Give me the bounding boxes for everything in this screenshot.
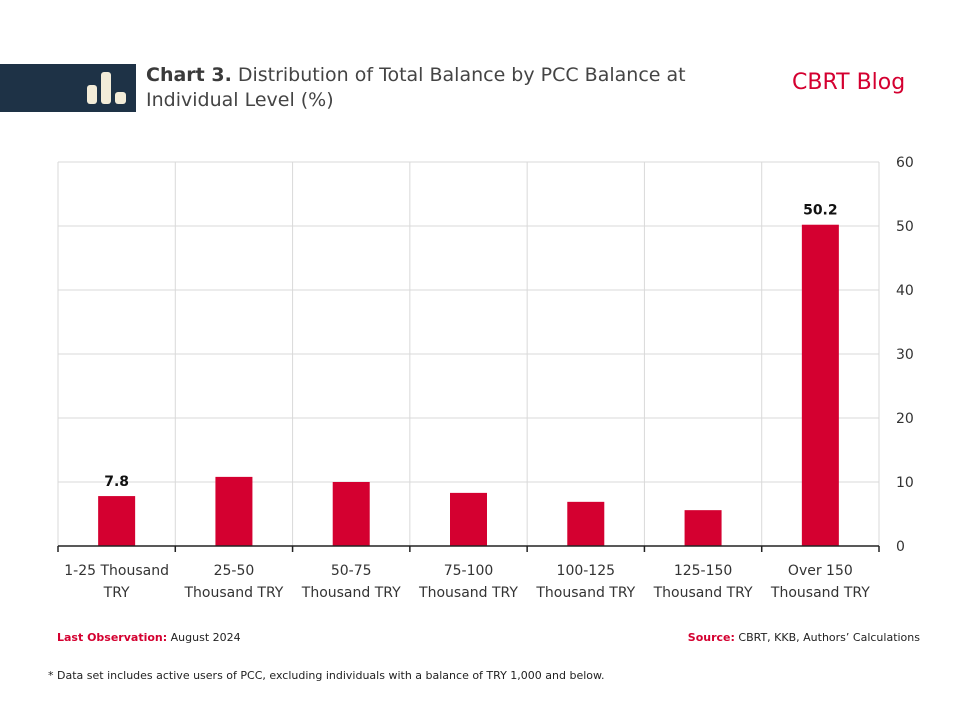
bar-chart-icon bbox=[87, 72, 126, 104]
source-label: Source: bbox=[687, 631, 735, 644]
x-tick-label: 100-125 bbox=[557, 563, 616, 579]
x-tick-label: Thousand TRY bbox=[183, 585, 283, 601]
brand-name: CBRT Blog bbox=[792, 70, 906, 95]
footnote: * Data set includes active users of PCC,… bbox=[48, 669, 605, 682]
chart-title: Chart 3. Distribution of Total Balance b… bbox=[146, 63, 746, 113]
y-tick-label: 40 bbox=[896, 283, 914, 299]
x-tick-label: TRY bbox=[103, 585, 130, 601]
y-tick-label: 10 bbox=[896, 475, 914, 491]
x-tick-label: Thousand TRY bbox=[301, 585, 401, 601]
y-tick-label: 50 bbox=[896, 219, 914, 235]
bar bbox=[98, 496, 136, 546]
x-tick-label: 1-25 Thousand bbox=[64, 563, 169, 579]
chart-title-text: Distribution of Total Balance by PCC Bal… bbox=[146, 64, 686, 111]
x-tick-label: Thousand TRY bbox=[770, 585, 870, 601]
y-tick-label: 60 bbox=[896, 155, 914, 171]
bar bbox=[684, 510, 722, 546]
x-tick-label: Thousand TRY bbox=[418, 585, 518, 601]
bar bbox=[801, 224, 839, 546]
bar bbox=[215, 476, 253, 546]
last-observation-value: August 2024 bbox=[167, 631, 241, 644]
source-value: CBRT, KKB, Authors’ Calculations bbox=[734, 631, 920, 644]
last-observation: Last Observation: August 2024 bbox=[57, 631, 241, 644]
x-tick-label: Thousand TRY bbox=[653, 585, 753, 601]
x-tick-label: Over 150 bbox=[788, 563, 853, 579]
source: Source: CBRT, KKB, Authors’ Calculations bbox=[688, 631, 920, 644]
bar bbox=[567, 501, 605, 546]
chart-title-prefix: Chart 3. bbox=[146, 64, 232, 86]
x-tick-label: 75-100 bbox=[444, 563, 494, 579]
header-band bbox=[0, 64, 136, 112]
x-tick-label: Thousand TRY bbox=[535, 585, 635, 601]
y-tick-label: 0 bbox=[896, 539, 905, 555]
x-tick-label: 125-150 bbox=[674, 563, 733, 579]
data-label: 7.8 bbox=[104, 474, 129, 490]
bar bbox=[332, 482, 370, 546]
bar bbox=[450, 492, 487, 546]
last-observation-label: Last Observation: bbox=[57, 631, 168, 644]
y-tick-label: 20 bbox=[896, 411, 914, 427]
data-label: 50.2 bbox=[803, 203, 838, 219]
x-tick-label: 25-50 bbox=[214, 563, 255, 579]
x-tick-label: 50-75 bbox=[331, 563, 372, 579]
y-tick-label: 30 bbox=[896, 347, 914, 363]
